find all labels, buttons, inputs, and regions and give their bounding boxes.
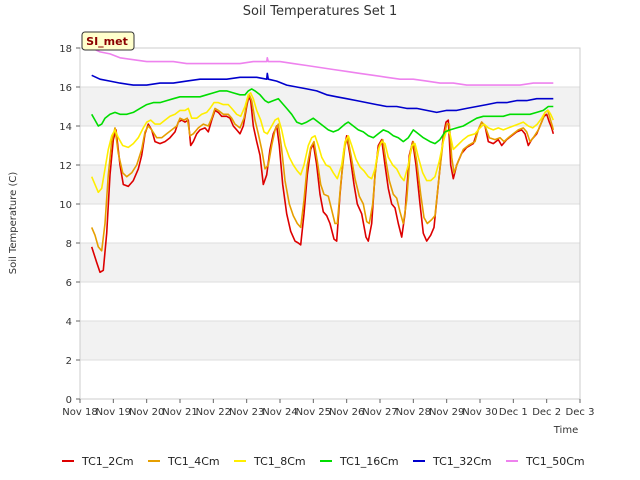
- series-line-TC1_50Cm: [91, 47, 554, 86]
- band: [80, 321, 580, 360]
- y-tick-label: 16: [59, 83, 72, 94]
- series-line-TC1_8Cm: [90, 92, 555, 194]
- x-tick-label: Nov 27: [362, 407, 397, 418]
- x-tick-label: Dec 1: [499, 407, 528, 418]
- x-tick-label: Nov 22: [196, 407, 231, 418]
- x-tick-label: Nov 23: [229, 407, 264, 418]
- y-axis-label: Soil Temperature (C): [8, 172, 19, 275]
- y-tick-label: 6: [66, 278, 72, 289]
- y-tick-label: 12: [59, 161, 72, 172]
- x-tick-label: Nov 19: [96, 407, 131, 418]
- y-tick-label: 14: [59, 122, 72, 133]
- site-label-background: [81, 31, 135, 51]
- x-tick-label: Nov 28: [396, 407, 431, 418]
- y-tick-label: 8: [66, 239, 72, 250]
- series-line-TC1_16Cm: [91, 88, 554, 145]
- x-tick-label: Nov 29: [429, 407, 464, 418]
- y-tick-label: 18: [59, 44, 72, 55]
- legend-label-TC1_32Cm: TC1_32Cm: [432, 455, 492, 468]
- legend-label-TC1_16Cm: TC1_16Cm: [339, 455, 399, 468]
- x-tick-label: Nov 18: [62, 407, 97, 418]
- series-line-TC1_32Cm: [91, 72, 554, 114]
- x-tick-label: Dec 3: [566, 407, 595, 418]
- series-line-TC1_4Cm: [90, 94, 555, 252]
- y-axis-ticks: 0 2 4 6 8 10 12 14 16 18: [59, 44, 80, 406]
- x-tick-label: Nov 26: [329, 407, 364, 418]
- x-tick-label: Nov 30: [462, 407, 497, 418]
- legend-label-TC1_2Cm: TC1_2Cm: [81, 455, 134, 468]
- legend-label-TC1_8Cm: TC1_8Cm: [253, 455, 306, 468]
- band: [80, 165, 580, 204]
- x-tick-label: Nov 21: [162, 407, 197, 418]
- band: [80, 87, 580, 126]
- x-tick-label: Nov 25: [296, 407, 331, 418]
- site-label-box: SI_met: [81, 31, 135, 51]
- y-tick-label: 2: [66, 356, 72, 367]
- plot-area: [79, 47, 581, 400]
- background-bands: [80, 87, 580, 360]
- chart-title: Soil Temperatures Set 1: [243, 4, 398, 19]
- site-label: SI_met: [86, 35, 128, 48]
- x-tick-label: Nov 20: [129, 407, 164, 418]
- band: [80, 243, 580, 282]
- y-tick-label: 0: [66, 395, 72, 406]
- y-tick-label: 10: [59, 200, 72, 211]
- legend: TC1_2Cm TC1_4Cm TC1_8Cm TC1_16Cm TC1_32Cm TC1…: [62, 455, 585, 468]
- legend-label-TC1_50Cm: TC1_50Cm: [525, 455, 585, 468]
- y-tick-label: 4: [66, 317, 72, 328]
- legend-label-TC1_4Cm: TC1_4Cm: [167, 455, 220, 468]
- x-axis-label: Time: [553, 425, 578, 436]
- x-tick-label: Nov 24: [262, 407, 297, 418]
- x-tick-label: Dec 2: [532, 407, 561, 418]
- series-lines: [90, 47, 555, 274]
